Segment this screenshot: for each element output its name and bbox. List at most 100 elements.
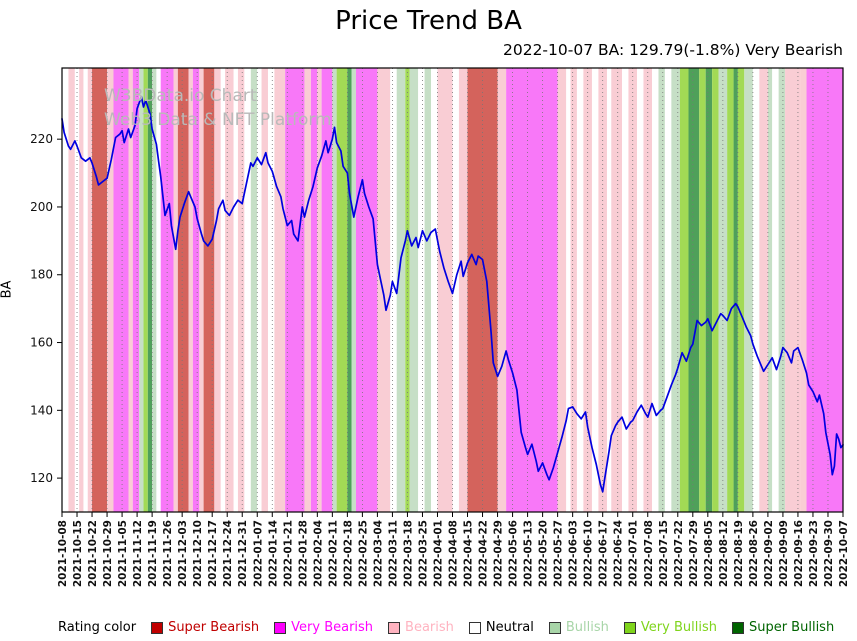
x-tick-label: 2021-11-12	[132, 520, 144, 587]
rating-band-super_bullish	[688, 68, 700, 512]
watermark-line2: Web3 Data & NFT Platform	[104, 110, 332, 130]
x-tick-label: 2021-10-29	[102, 520, 114, 587]
x-tick-label: 2021-10-15	[72, 520, 84, 587]
y-tick-label: 120	[30, 471, 53, 485]
x-tick-label: 2022-09-16	[793, 520, 805, 587]
rating-band-neutral	[664, 68, 672, 512]
rating-band-bullish	[250, 68, 258, 512]
rating-band-bullish	[139, 68, 144, 512]
x-tick-label: 2022-09-23	[808, 520, 820, 587]
x-tick-label: 2022-09-30	[823, 520, 835, 587]
rating-band-bullish	[332, 68, 337, 512]
legend-item-label: Very Bullish	[640, 620, 717, 635]
legend-item-label: Very Bearish	[291, 620, 374, 635]
rating-band-neutral	[83, 68, 88, 512]
rating-band-bearish	[611, 68, 623, 512]
rating-band-bearish	[79, 68, 84, 512]
x-tick-label: 2021-11-19	[147, 520, 159, 587]
x-tick-label: 2022-07-15	[658, 520, 670, 587]
x-tick-label: 2022-08-12	[718, 520, 730, 587]
rating-band-neutral	[257, 68, 262, 512]
rating-band-super_bearish	[177, 68, 189, 512]
rating-band-bearish	[317, 68, 322, 512]
x-tick-label: 2022-01-28	[297, 520, 309, 587]
rating-band-super_bearish	[92, 68, 108, 512]
legend-swatch	[274, 621, 287, 634]
x-tick-label: 2022-08-26	[748, 520, 760, 587]
rating-band-bullish	[351, 68, 356, 512]
x-tick-label: 2022-03-18	[402, 520, 414, 587]
legend-item: Bearish	[388, 620, 454, 635]
rating-band-bearish	[437, 68, 453, 512]
rating-band-bearish	[225, 68, 234, 512]
x-tick-label: 2022-04-08	[448, 520, 460, 587]
rating-band-very_bullish	[699, 68, 706, 512]
x-tick-label: 2021-12-03	[177, 520, 189, 587]
rating-band-bullish	[396, 68, 406, 512]
x-tick-label: 2021-12-10	[192, 520, 204, 587]
rating-band-bearish	[598, 68, 607, 512]
x-tick-label: 2022-02-18	[342, 520, 354, 587]
rating-band-bearish	[643, 68, 653, 512]
rating-band-bearish	[497, 68, 507, 512]
rating-band-neutral	[591, 68, 599, 512]
rating-legend: Rating color Super Bearish Very Bearish Be…	[58, 620, 834, 635]
rating-band-neutral	[244, 68, 251, 512]
rating-band-neutral	[772, 68, 779, 512]
rating-band-super_bullish	[147, 68, 153, 512]
x-tick-label: 2022-07-22	[673, 520, 685, 587]
rating-band-neutral	[622, 68, 629, 512]
x-tick-label: 2022-04-22	[478, 520, 490, 587]
rating-band-bearish	[628, 68, 638, 512]
rating-band-bullish	[409, 68, 419, 512]
rating-band-neutral	[566, 68, 571, 512]
legend-swatch	[468, 621, 481, 634]
legend-swatch	[623, 621, 636, 634]
rating-band-bearish	[800, 68, 807, 512]
legend-swatch	[731, 621, 744, 634]
y-tick-label: 160	[30, 336, 53, 350]
price-line	[61, 95, 844, 493]
rating-band-bullish	[658, 68, 665, 512]
rating-band-neutral	[390, 68, 397, 512]
x-tick-label: 2021-10-08	[57, 520, 69, 587]
rating-band-neutral	[652, 68, 659, 512]
x-tick-label: 2021-10-22	[87, 520, 99, 587]
y-tick-label: 140	[30, 403, 53, 417]
y-tick-label: 200	[30, 200, 53, 214]
rating-bands	[62, 68, 843, 512]
rating-band-neutral	[267, 68, 275, 512]
legend-item: Very Bullish	[623, 620, 717, 635]
watermark: W3BData.io Chart Web3 Data & NFT Platfor…	[104, 84, 332, 132]
legend-item-label: Bullish	[565, 620, 609, 635]
rating-band-bullish	[767, 68, 773, 512]
rating-band-neutral	[752, 68, 760, 512]
rating-band-very_bearish	[310, 68, 318, 512]
legend-swatch	[548, 621, 561, 634]
rating-band-very_bullish	[712, 68, 719, 512]
rating-band-bearish	[377, 68, 391, 512]
rating-band-bearish	[199, 68, 204, 512]
y-tick-label: 180	[30, 268, 53, 282]
x-tick-label: 2022-09-09	[778, 520, 790, 587]
rating-band-very_bearish	[113, 68, 129, 512]
x-tick-label: 2021-12-31	[237, 520, 249, 587]
rating-band-bullish	[778, 68, 786, 512]
rating-band-bearish	[570, 68, 577, 512]
x-tick-label: 2021-11-05	[117, 520, 129, 587]
x-tick-label: 2022-07-29	[688, 520, 700, 587]
rating-band-neutral	[62, 68, 69, 512]
rating-band-neutral	[606, 68, 612, 512]
rating-band-bearish	[128, 68, 133, 512]
x-tick-label: 2022-04-29	[493, 520, 505, 587]
rating-band-neutral	[418, 68, 425, 512]
x-tick-label: 2022-06-24	[613, 520, 625, 587]
rating-band-bearish	[107, 68, 114, 512]
rating-band-very_bullish	[727, 68, 734, 512]
x-tick-label: 2021-11-26	[162, 520, 174, 587]
rating-band-bullish	[671, 68, 680, 512]
rating-band-very_bearish	[160, 68, 174, 512]
legend-title: Rating color	[58, 620, 137, 635]
